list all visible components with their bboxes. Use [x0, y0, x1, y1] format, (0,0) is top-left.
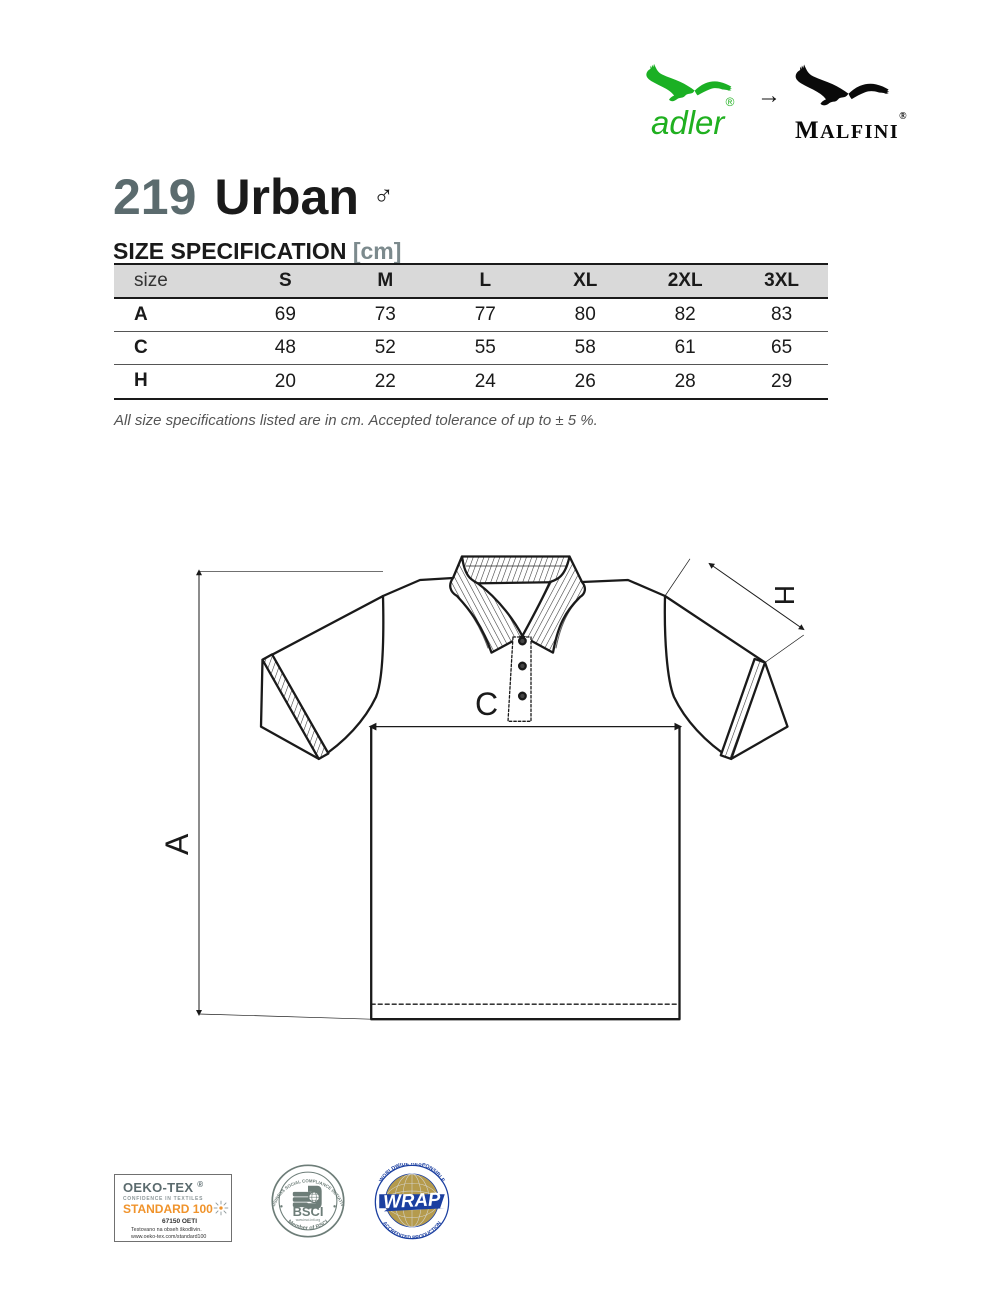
- svg-text:H: H: [769, 585, 800, 605]
- svg-text:www.bsci-intl.org: www.bsci-intl.org: [296, 1218, 321, 1222]
- svg-text:WRAP: WRAP: [383, 1188, 442, 1212]
- svg-text:A: A: [159, 833, 195, 855]
- svg-text:C: C: [475, 686, 498, 722]
